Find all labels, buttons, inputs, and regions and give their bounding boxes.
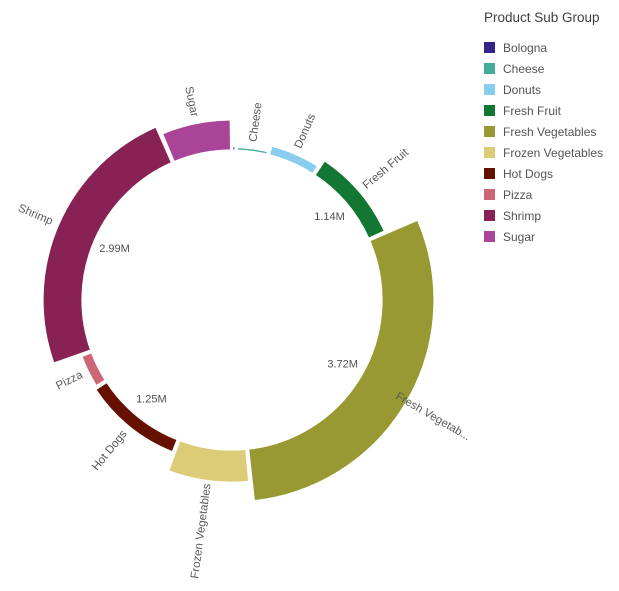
legend-swatch-shrimp	[484, 210, 495, 221]
legend-label: Pizza	[503, 187, 533, 202]
legend-swatch-hot-dogs	[484, 168, 495, 179]
pie-slice-sugar[interactable]	[161, 119, 232, 163]
slice-label-fresh-vegetables: Fresh Vegetab...	[393, 391, 472, 444]
pie-slice-shrimp[interactable]	[42, 126, 173, 364]
legend-swatch-cheese	[484, 63, 495, 74]
legend-label: Fresh Fruit	[503, 103, 562, 118]
slice-label-hot-dogs: Hot Dogs	[90, 428, 130, 473]
slice-label-sugar: Sugar	[182, 85, 200, 118]
pie-slice-fresh-fruit[interactable]	[314, 160, 386, 239]
legend-label: Donuts	[503, 82, 542, 97]
legend-swatch-fresh-vegetables	[484, 126, 495, 137]
slice-label-fresh-fruit: Fresh Fruit	[361, 146, 412, 192]
slice-label-frozen-vegetables: Frozen Vegetables	[189, 483, 214, 580]
legend-item-shrimp[interactable]: Shrimp	[484, 205, 616, 226]
slice-label-cheese: Cheese	[247, 102, 264, 143]
legend-label: Fresh Vegetables	[503, 124, 597, 139]
legend-item-sugar[interactable]: Sugar	[484, 226, 616, 247]
pie-slice-bologna[interactable]	[232, 146, 236, 151]
legend-label: Bologna	[503, 40, 548, 55]
legend-item-hot-dogs[interactable]: Hot Dogs	[484, 163, 616, 184]
pie-slice-donuts[interactable]	[268, 145, 319, 175]
legend-swatch-bologna	[484, 42, 495, 53]
legend-item-fresh-vegetables[interactable]: Fresh Vegetables	[484, 121, 616, 142]
value-label-shrimp: 2.99M	[99, 243, 130, 255]
legend: Product Sub Group Bologna Cheese Donuts Fre…	[484, 10, 616, 247]
legend-item-fresh-fruit[interactable]: Fresh Fruit	[484, 100, 616, 121]
legend-item-bologna[interactable]: Bologna	[484, 37, 616, 58]
legend-label: Cheese	[503, 61, 545, 76]
legend-swatch-sugar	[484, 231, 495, 242]
value-label-hot-dogs: 1.25M	[136, 393, 167, 405]
pie-slice-frozen-vegetables[interactable]	[167, 439, 250, 483]
legend-title: Product Sub Group	[484, 10, 600, 25]
value-label-fresh-fruit: 1.14M	[314, 211, 345, 223]
legend-swatch-fresh-fruit	[484, 105, 495, 116]
pie-slice-cheese[interactable]	[236, 146, 269, 155]
legend-item-pizza[interactable]: Pizza	[484, 184, 616, 205]
legend-swatch-pizza	[484, 189, 495, 200]
legend-label: Sugar	[503, 229, 536, 244]
legend-label: Hot Dogs	[503, 166, 554, 181]
value-label-fresh-vegetables: 3.72M	[327, 358, 358, 370]
legend-item-cheese[interactable]: Cheese	[484, 58, 616, 79]
legend-label: Shrimp	[503, 208, 542, 223]
slice-label-pizza: Pizza	[54, 369, 85, 393]
legend-item-frozen-vegetables[interactable]: Frozen Vegetables	[484, 142, 616, 163]
slice-label-donuts: Donuts	[293, 112, 319, 150]
legend-items: Bologna Cheese Donuts Fresh Fruit Fresh Vege…	[484, 37, 616, 247]
slice-label-shrimp: Shrimp	[16, 202, 54, 227]
legend-item-donuts[interactable]: Donuts	[484, 79, 616, 100]
legend-label: Frozen Vegetables	[503, 145, 604, 160]
legend-swatch-frozen-vegetables	[484, 147, 495, 158]
pie-slice-hot-dogs[interactable]	[95, 381, 178, 453]
legend-swatch-donuts	[484, 84, 495, 95]
pie-slice-pizza[interactable]	[81, 351, 106, 387]
pie-slice-fresh-vegetables[interactable]	[247, 219, 435, 502]
